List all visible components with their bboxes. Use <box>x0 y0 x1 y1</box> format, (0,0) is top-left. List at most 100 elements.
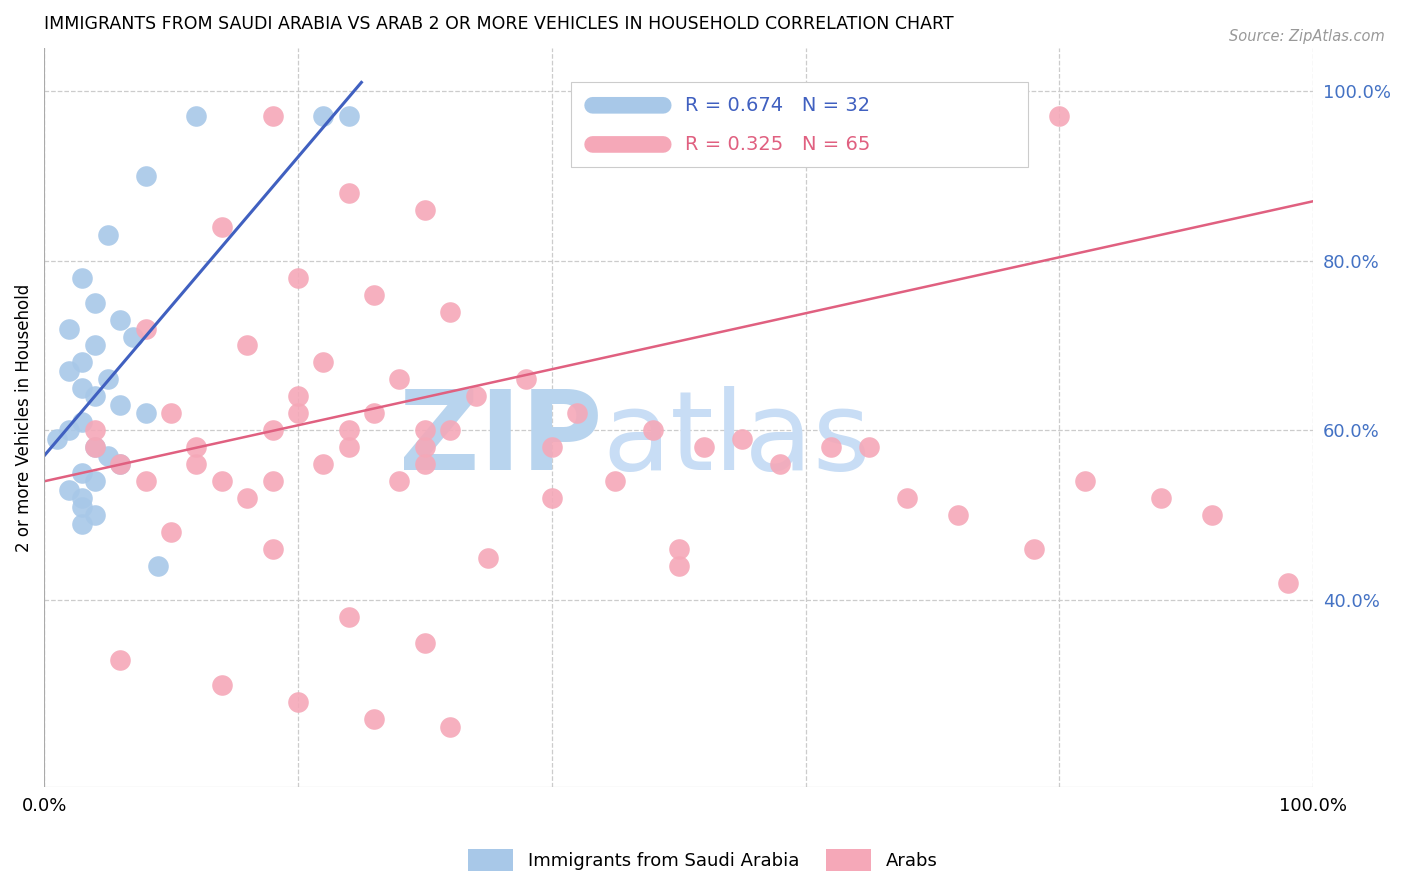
Point <box>160 525 183 540</box>
Point <box>413 635 436 649</box>
Point <box>148 559 170 574</box>
Point <box>1150 491 1173 506</box>
Point <box>70 466 93 480</box>
Point <box>135 169 157 183</box>
Point <box>1022 542 1045 557</box>
Point <box>211 219 233 234</box>
Point <box>668 542 690 557</box>
Point <box>363 287 385 301</box>
Point <box>186 458 208 472</box>
Point <box>1277 576 1299 591</box>
Point <box>439 721 461 735</box>
Point <box>83 296 105 310</box>
Point <box>337 423 360 437</box>
Point <box>337 610 360 624</box>
Point <box>135 321 157 335</box>
Point <box>388 372 411 386</box>
Point <box>643 423 665 437</box>
Point <box>693 441 716 455</box>
Point <box>820 441 842 455</box>
Point <box>605 475 627 489</box>
Point <box>337 109 360 123</box>
Point <box>236 491 259 506</box>
Point <box>135 475 157 489</box>
Point <box>769 458 792 472</box>
Point <box>110 652 132 666</box>
Text: R = 0.325   N = 65: R = 0.325 N = 65 <box>685 135 870 154</box>
Point <box>83 441 105 455</box>
Point <box>1201 508 1223 523</box>
Point <box>58 483 80 497</box>
Point <box>1074 475 1097 489</box>
Text: atlas: atlas <box>603 386 872 493</box>
Point <box>70 500 93 514</box>
Point <box>70 516 93 531</box>
Text: R = 0.674   N = 32: R = 0.674 N = 32 <box>685 95 870 115</box>
Point <box>363 406 385 420</box>
Point <box>186 441 208 455</box>
Point <box>83 338 105 352</box>
Point <box>83 423 105 437</box>
FancyBboxPatch shape <box>571 82 1028 167</box>
Point <box>122 330 145 344</box>
Point <box>439 304 461 318</box>
Point <box>287 406 309 420</box>
Point <box>477 550 499 565</box>
Point <box>83 508 105 523</box>
Point <box>262 542 284 557</box>
Point <box>287 270 309 285</box>
Point <box>70 270 93 285</box>
Point <box>70 355 93 369</box>
Point <box>70 491 93 506</box>
Point <box>135 406 157 420</box>
Point <box>97 372 120 386</box>
Point <box>211 475 233 489</box>
Point <box>565 406 588 420</box>
Point <box>262 109 284 123</box>
Point <box>946 508 969 523</box>
Point <box>97 449 120 463</box>
Point <box>515 372 537 386</box>
Point <box>858 441 880 455</box>
Point <box>540 441 562 455</box>
Point <box>312 458 335 472</box>
Point <box>363 712 385 726</box>
Point <box>211 678 233 692</box>
Point <box>58 364 80 378</box>
Point <box>287 695 309 709</box>
Point <box>312 355 335 369</box>
Point <box>413 458 436 472</box>
Point <box>413 423 436 437</box>
Point <box>1049 109 1071 123</box>
Y-axis label: 2 or more Vehicles in Household: 2 or more Vehicles in Household <box>15 284 32 552</box>
Point <box>388 475 411 489</box>
Point <box>97 228 120 243</box>
Text: IMMIGRANTS FROM SAUDI ARABIA VS ARAB 2 OR MORE VEHICLES IN HOUSEHOLD CORRELATION: IMMIGRANTS FROM SAUDI ARABIA VS ARAB 2 O… <box>44 15 953 33</box>
Point <box>439 423 461 437</box>
Point <box>58 423 80 437</box>
Point <box>110 458 132 472</box>
Point <box>83 475 105 489</box>
Text: ZIP: ZIP <box>399 386 603 493</box>
Point <box>312 109 335 123</box>
Point <box>160 406 183 420</box>
Legend: Immigrants from Saudi Arabia, Arabs: Immigrants from Saudi Arabia, Arabs <box>461 842 945 879</box>
Point <box>110 313 132 327</box>
Point <box>337 441 360 455</box>
Point <box>58 321 80 335</box>
Point <box>464 389 486 403</box>
Point <box>413 202 436 217</box>
Point <box>110 458 132 472</box>
Point <box>668 559 690 574</box>
Text: Source: ZipAtlas.com: Source: ZipAtlas.com <box>1229 29 1385 44</box>
Point <box>731 432 754 446</box>
Point <box>262 423 284 437</box>
Point <box>70 415 93 429</box>
Point <box>236 338 259 352</box>
Point <box>83 389 105 403</box>
Point <box>186 109 208 123</box>
Point <box>337 186 360 200</box>
Point <box>540 491 562 506</box>
Point <box>45 432 67 446</box>
Point <box>83 441 105 455</box>
